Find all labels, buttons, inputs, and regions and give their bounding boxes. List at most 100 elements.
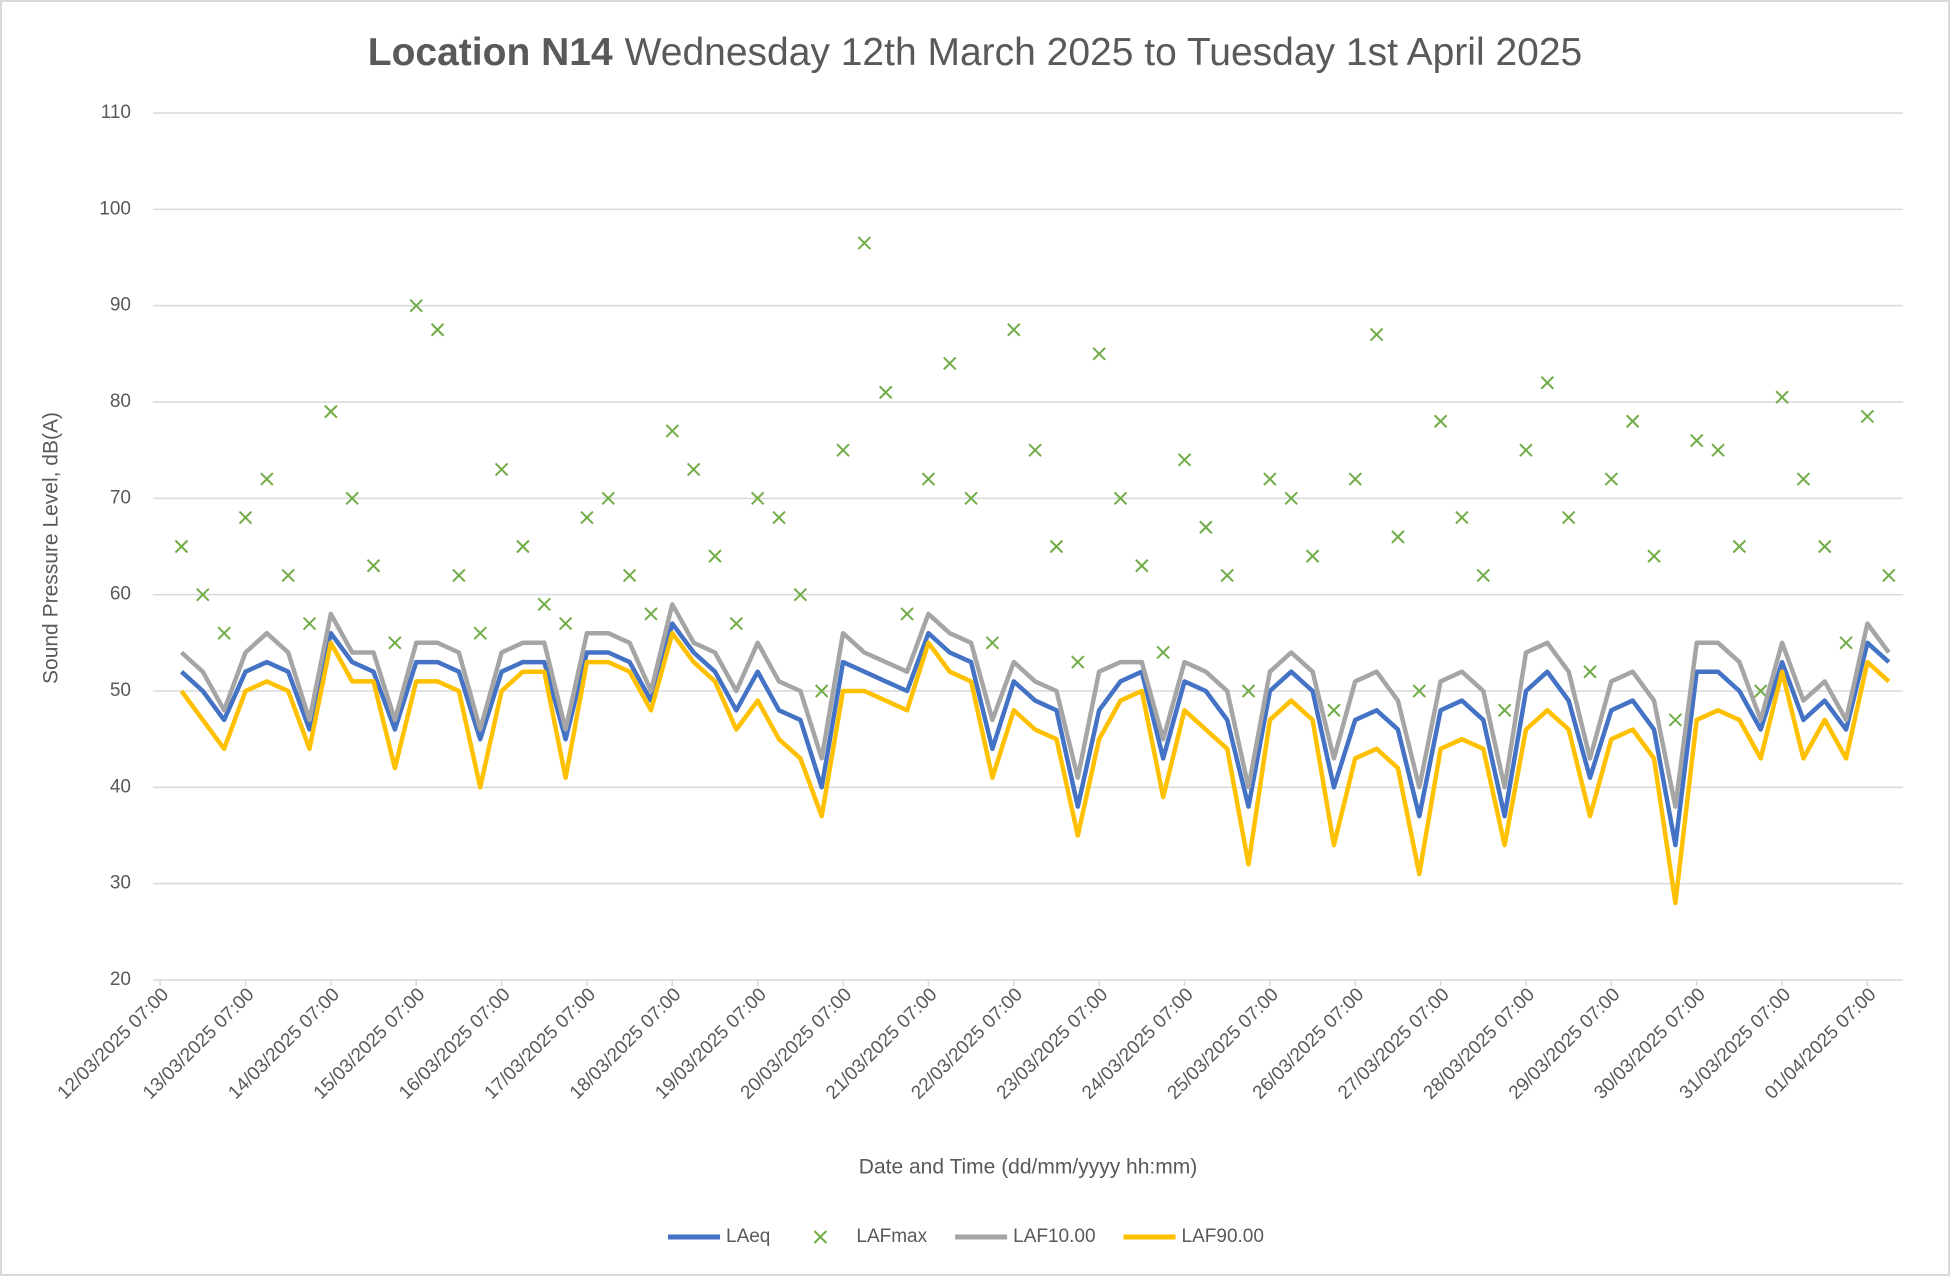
marker-x [1689,433,1704,448]
marker-x [1263,472,1277,486]
chart-title: Location N14 Wednesday 12th March 2025 to… [368,31,1582,74]
marker-x [1668,713,1683,727]
marker-x [1028,443,1042,457]
marker-x [814,684,829,698]
marker-x [366,559,381,573]
marker-x [302,616,317,631]
x-axis-title: Date and Time (dd/mm/yyyy hh:mm) [859,1156,1197,1179]
legend-label: LAeq [726,1226,770,1247]
marker-x [473,626,487,640]
marker-x [430,323,445,337]
y-tick-label: 70 [110,487,131,508]
marker-x [345,491,359,506]
marker-x [665,424,680,438]
marker-x [1113,491,1128,506]
marker-x [1412,684,1426,698]
y-tick-label: 110 [101,102,131,123]
marker-x [1199,520,1213,534]
marker-x [1305,549,1320,563]
legend-label: LAF90.00 [1182,1226,1264,1247]
marker-x [1092,347,1106,361]
marker-x [1497,703,1512,717]
marker-x [1754,684,1768,698]
legend-label: LAFmax [856,1226,927,1247]
marker-x [1561,510,1576,525]
marker-x [1156,645,1170,660]
marker-x [1818,539,1832,554]
marker-x [1220,568,1234,583]
y-tick-label: 100 [99,198,131,219]
marker-x [1177,453,1192,467]
marker-x [1540,376,1555,390]
marker-x [601,491,615,506]
y-tick-label: 80 [110,391,131,412]
y-tick-label: 20 [110,969,131,990]
marker-x [857,236,872,250]
marker-x [644,607,658,621]
marker-x [260,472,274,486]
marker-x [452,568,466,583]
marker-x [921,472,936,486]
marker-x [1796,472,1811,486]
marker-x [879,385,893,400]
marker-x [943,356,957,371]
y-tick-label: 60 [110,584,131,605]
y-tick-label: 40 [110,776,131,797]
marker-x [1007,323,1021,337]
y-tick-label: 90 [110,295,131,316]
marker-x [1071,655,1085,669]
marker-x [900,607,914,621]
marker-x [622,568,637,583]
marker-x [537,597,551,612]
marker-x [196,587,210,602]
legend: LAeq LAFmax LAF10.00 LAF90.00 [668,1226,1264,1247]
marker-x [793,587,808,602]
marker-x [238,510,253,525]
marker-x [750,491,765,506]
marker-x [1604,472,1619,486]
marker-x [409,298,423,313]
marker-x [772,510,786,525]
marker-x [686,462,701,477]
marker-x [1519,443,1533,457]
marker-x [1860,409,1875,424]
series-line [179,602,1891,809]
marker-x [494,462,509,477]
plot-area [174,236,1896,906]
marker-x [217,626,231,640]
marker-x [1455,510,1469,525]
marker-x [964,491,978,506]
marker-x [324,404,338,419]
marker-x [1327,703,1341,717]
marker-x [281,568,295,583]
marker-x [1391,530,1405,544]
marker-x [1348,472,1362,486]
marker-x [1476,568,1490,583]
marker-x [1732,539,1747,554]
y-axis-title: Sound Pressure Level, dB(A) [40,412,63,684]
marker-x [1839,636,1853,650]
marker-x [516,539,530,554]
marker-x [1583,665,1597,679]
y-tick-label: 30 [110,873,131,894]
marker-x [1135,559,1149,573]
series-line [179,621,1891,848]
marker-x [1284,491,1298,506]
marker-x [1711,443,1725,457]
marker-x [1433,414,1448,428]
marker-x [388,636,402,650]
title-rest: Wednesday 12th March 2025 to Tuesday 1st… [625,31,1583,74]
grid [153,112,1903,981]
marker-x [1625,414,1640,428]
marker-x [1647,549,1661,563]
marker-x [1775,390,1789,404]
marker-x [836,443,850,457]
marker-x [1369,327,1384,342]
marker-x [1882,568,1896,583]
marker-x [985,636,1000,650]
marker-x [1049,539,1064,554]
legend-label: LAF10.00 [1013,1226,1095,1247]
y-tick-label: 50 [110,680,131,701]
